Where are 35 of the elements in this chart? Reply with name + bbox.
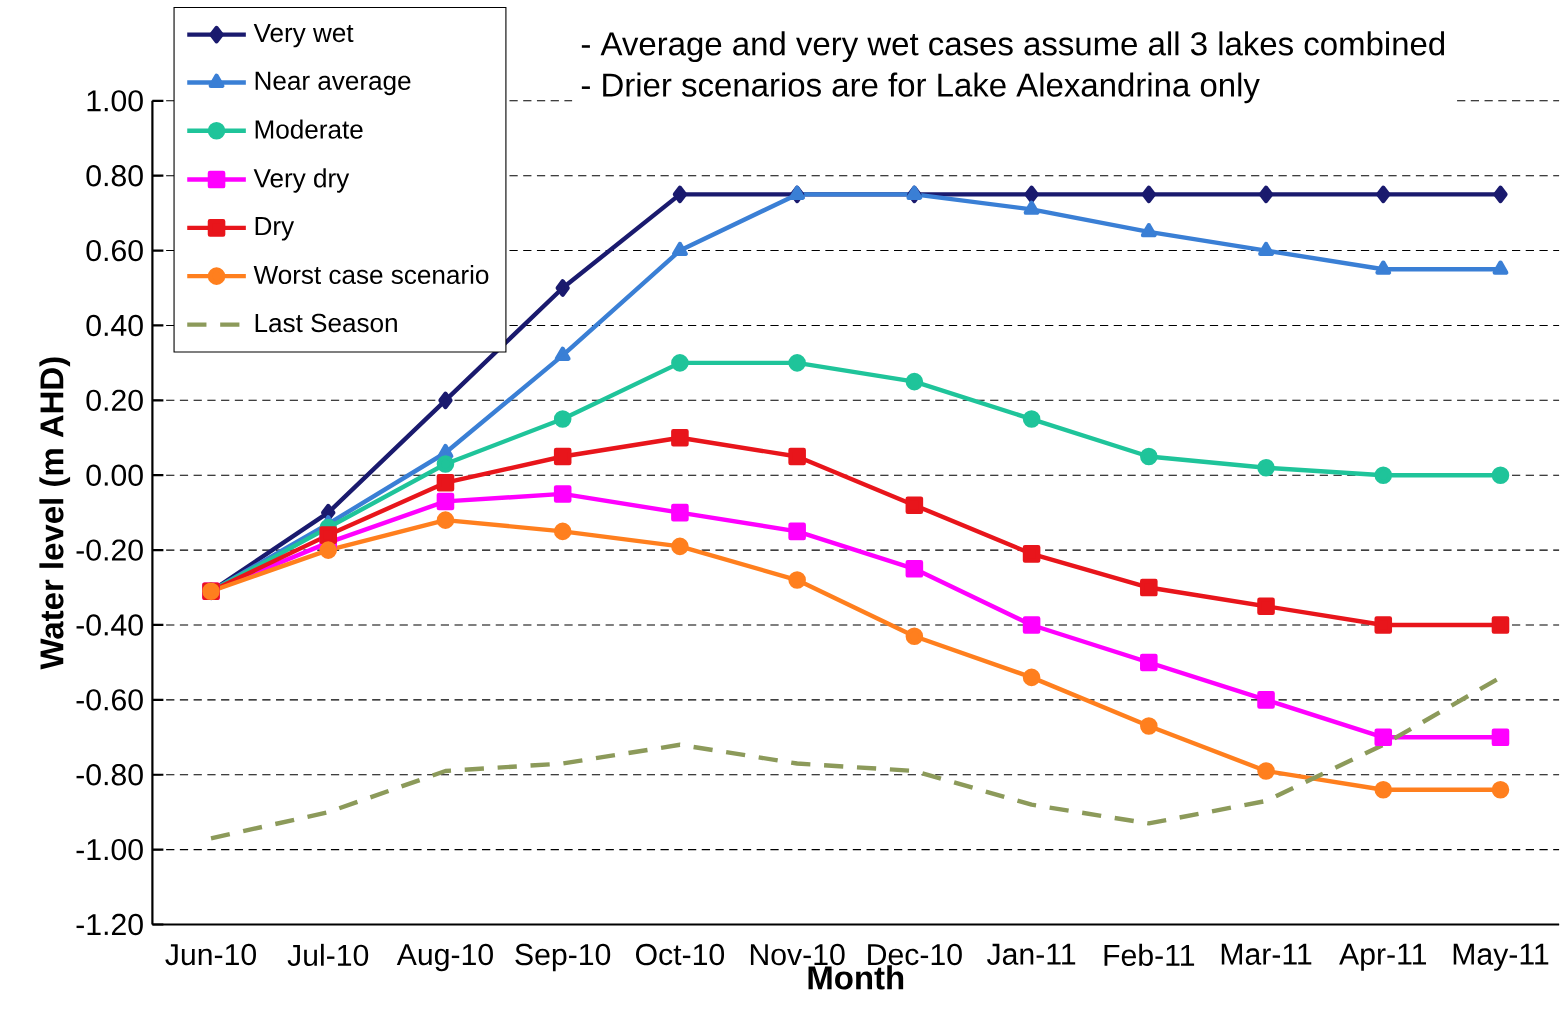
legend-label: Worst case scenario [253,265,489,285]
x-tick-label: Aug-10 [396,943,493,972]
y-tick-label: 1.00 [87,90,143,112]
legend-label: Moderate [255,119,363,139]
y-tick-label: 0.40 [86,314,143,337]
x-tick-label: Feb-11 [1104,943,1195,967]
x-tick-label: May-11 [1453,943,1549,971]
y-tick-label: 0.20 [86,389,143,412]
legend-label: Near average [255,71,411,96]
x-tick-label: Nov-10 [750,943,845,966]
y-tick-label: 0.60 [86,239,143,262]
y-tick-label: -1.00 [76,839,143,861]
text: - Average and very wet cases assume all 3 lakes combined [581,31,1445,63]
x-tick-label: Mar-11 [1221,943,1312,965]
y-tick-label: 0.00 [86,464,143,487]
x-tick-label: Apr-11 [1339,943,1427,971]
y-tick-label: -0.20 [76,539,143,561]
x-tick-label: Jul-10 [287,943,369,967]
y-tick-label: 0.80 [86,165,143,187]
x-tick-label: Jun-10 [165,943,256,966]
legend-label: Dry [255,217,295,241]
y-tick-label: -1.20 [76,913,143,936]
y-tick-label: -0.60 [76,689,143,711]
x-tick-label: Sep-10 [515,943,611,972]
x-tick-label: Oct-10 [636,943,725,966]
y-tick-label: -0.40 [76,614,143,636]
x-axis-title: Month [808,965,904,990]
annotation: - Drier scenarios are for Lake Alexandrina only [581,72,1260,104]
y-axis-title: Water level (m AHD) [39,357,71,670]
y-tick-label: -0.80 [76,764,143,786]
legend-label: Very dry [253,168,350,193]
legend-label: Last Season [255,313,397,333]
x-tick-label: Jan-11 [986,943,1076,965]
x-tick-label: Dec-10 [868,943,962,966]
legend-label: Very wet [253,24,354,48]
